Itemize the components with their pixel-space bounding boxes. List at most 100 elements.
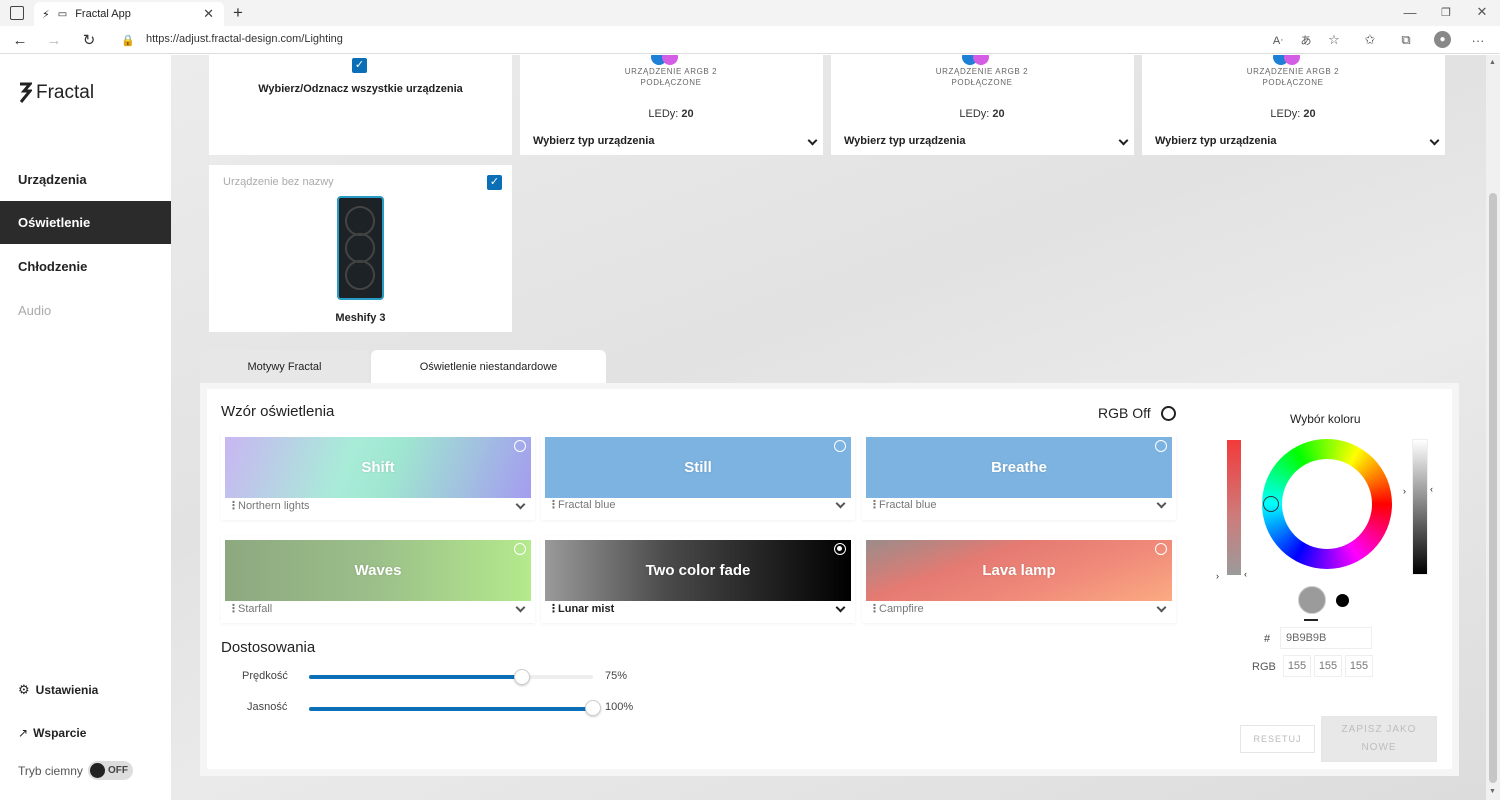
gear-icon: ⚙ — [18, 682, 30, 697]
scroll-down-icon[interactable]: ▼ — [1489, 788, 1496, 795]
saturation-handle-icon[interactable]: › — [1216, 571, 1219, 581]
tile-radio[interactable] — [1155, 440, 1167, 452]
device-checkbox[interactable]: ✓ — [487, 175, 502, 190]
select-all-label: Wybierz/Odznacz wszystkie urządzenia — [258, 83, 463, 95]
nav-devices[interactable]: Urządzenia — [18, 172, 87, 187]
chevron-down-icon[interactable] — [515, 499, 526, 510]
hue-ring[interactable] — [1262, 439, 1392, 569]
pattern-tile-breathe[interactable]: Breathe ⋮ Fractal blue — [862, 433, 1176, 520]
tile-radio-selected[interactable] — [834, 543, 846, 555]
nav-audio[interactable]: Audio — [18, 303, 52, 318]
collections-icon[interactable]: ⧉ — [1401, 32, 1411, 47]
toggle-knob — [90, 763, 105, 778]
hex-input[interactable]: 9B9B9B — [1280, 627, 1372, 649]
tile-radio[interactable] — [514, 543, 526, 555]
scroll-up-icon[interactable]: ▲ — [1489, 59, 1496, 66]
scrollbar[interactable]: ▲ ▼ — [1486, 55, 1500, 800]
argb-device-card[interactable]: URZĄDZENIE ARGB 2 PODŁĄCZONE LEDy: 20 Wy… — [520, 55, 823, 155]
rgb-b-input[interactable]: 155 — [1345, 655, 1373, 677]
save-as-new-button[interactable]: ZAPISZ JAKO NOWE — [1321, 716, 1437, 762]
secondary-color-swatch[interactable] — [1336, 594, 1349, 607]
browser-tab-strip: ⚡ ▭ Fractal App ✕ + — ❐ ✕ — [0, 0, 1500, 26]
tab-custom-lighting[interactable]: Oświetlenie niestandardowe — [371, 350, 606, 383]
chevron-down-icon[interactable] — [807, 135, 818, 146]
pattern-tile-still[interactable]: Still ⋮ Fractal blue — [541, 433, 855, 520]
rgb-g-input[interactable]: 155 — [1314, 655, 1342, 677]
nav-cooling[interactable]: Chłodzenie — [18, 259, 88, 274]
saturation-slider[interactable] — [1227, 440, 1241, 575]
chevron-down-icon[interactable] — [835, 602, 846, 613]
nav-lighting[interactable]: Oświetlenie — [0, 201, 171, 244]
back-icon[interactable]: ← — [12, 31, 28, 49]
new-tab-icon[interactable]: + — [233, 3, 243, 22]
pattern-tile-waves[interactable]: Waves ⋮ Starfall — [221, 536, 535, 623]
tile-preset: Fractal blue — [879, 499, 937, 511]
hue-picker-handle[interactable] — [1263, 496, 1279, 512]
chevron-down-icon[interactable] — [1156, 498, 1167, 509]
support-label: Wsparcie — [33, 726, 87, 740]
chevron-down-icon[interactable] — [1118, 135, 1129, 146]
rgb-r-input[interactable]: 155 — [1283, 655, 1311, 677]
profile-avatar-icon[interactable]: ● — [1434, 31, 1451, 48]
settings-link[interactable]: ⚙ Ustawienia — [18, 682, 98, 698]
refresh-icon[interactable]: ↻ — [82, 32, 96, 49]
brightness-handle-icon[interactable]: ‹ — [1430, 484, 1433, 494]
add-favorite-icon[interactable]: ☆ — [1328, 32, 1340, 47]
brightness-bar[interactable] — [1412, 439, 1428, 575]
drag-handle-icon[interactable]: ⋮ — [228, 603, 239, 615]
led-value: 20 — [992, 108, 1005, 120]
pattern-tile-two-color-fade[interactable]: Two color fade ⋮ Lunar mist — [541, 536, 855, 623]
close-tab-icon[interactable]: ✕ — [203, 6, 214, 21]
tab-actions-icon[interactable] — [10, 6, 24, 20]
device-type-select[interactable]: Wybierz typ urządzenia — [533, 135, 655, 147]
minimize-icon[interactable]: — — [1403, 4, 1417, 20]
chevron-down-icon[interactable] — [1429, 135, 1440, 146]
select-all-checkbox[interactable]: ✓ — [352, 58, 367, 73]
read-aloud-icon[interactable]: Aᐧ — [1272, 34, 1284, 47]
device-dot-icon — [662, 55, 678, 65]
drag-handle-icon[interactable]: ⋮ — [548, 603, 559, 615]
chevron-down-icon[interactable] — [1156, 602, 1167, 613]
device-type-select[interactable]: Wybierz typ urządzenia — [844, 135, 966, 147]
brightness-label: Jasność — [247, 701, 288, 713]
argb-device-card[interactable]: URZĄDZENIE ARGB 2 PODŁĄCZONE LEDy: 20 Wy… — [831, 55, 1134, 155]
drag-handle-icon[interactable]: ⋮ — [228, 500, 239, 512]
color-picker-title: Wybór koloru — [1290, 412, 1361, 426]
rgb-off-radio[interactable] — [1161, 406, 1176, 421]
pc-case-icon — [337, 196, 384, 300]
support-link[interactable]: ↗ Wsparcie — [18, 726, 86, 740]
tab-fractal-themes[interactable]: Motywy Fractal — [200, 350, 369, 383]
tile-radio[interactable] — [514, 440, 526, 452]
chevron-down-icon[interactable] — [835, 498, 846, 509]
forward-icon[interactable]: → — [46, 31, 62, 49]
fractal-logo[interactable]: Fractal — [18, 82, 94, 104]
speed-knob[interactable] — [514, 669, 530, 685]
scrollbar-thumb[interactable] — [1489, 193, 1497, 783]
pattern-tile-lava-lamp[interactable]: Lava lamp ⋮ Campfire — [862, 536, 1176, 623]
unnamed-device-card[interactable]: Urządzenie bez nazwy ✓ Meshify 3 — [209, 165, 512, 332]
drag-handle-icon[interactable]: ⋮ — [548, 499, 559, 511]
translate-icon[interactable]: あ — [1300, 35, 1312, 47]
tile-swatch: Two color fade — [545, 540, 851, 601]
more-icon[interactable]: ··· — [1471, 32, 1485, 48]
argb-device-card[interactable]: URZĄDZENIE ARGB 2 PODŁĄCZONE LEDy: 20 Wy… — [1142, 55, 1445, 155]
saturation-handle-icon[interactable]: ‹ — [1244, 569, 1247, 579]
brightness-knob[interactable] — [585, 700, 601, 716]
chevron-down-icon[interactable] — [515, 602, 526, 613]
primary-color-swatch[interactable] — [1298, 586, 1326, 614]
dark-mode-toggle[interactable]: OFF — [88, 761, 133, 780]
brightness-handle-icon[interactable]: › — [1403, 486, 1406, 496]
browser-tab[interactable]: ⚡ ▭ Fractal App ✕ — [34, 2, 224, 26]
tile-radio[interactable] — [834, 440, 846, 452]
drag-handle-icon[interactable]: ⋮ — [869, 603, 880, 615]
drag-handle-icon[interactable]: ⋮ — [869, 499, 880, 511]
favorites-icon[interactable]: ✩ — [1364, 32, 1376, 47]
reset-button[interactable]: RESETUJ — [1240, 725, 1315, 753]
pattern-tile-shift[interactable]: Shift ⋮ Northern lights — [221, 433, 535, 520]
close-window-icon[interactable]: ✕ — [1476, 4, 1488, 19]
device-type-select[interactable]: Wybierz typ urządzenia — [1155, 135, 1277, 147]
speed-value: 75% — [605, 670, 628, 682]
url-field[interactable]: https://adjust.fractal-design.com/Lighti… — [146, 33, 343, 45]
tile-radio[interactable] — [1155, 543, 1167, 555]
maximize-icon[interactable]: ❐ — [1441, 6, 1451, 19]
